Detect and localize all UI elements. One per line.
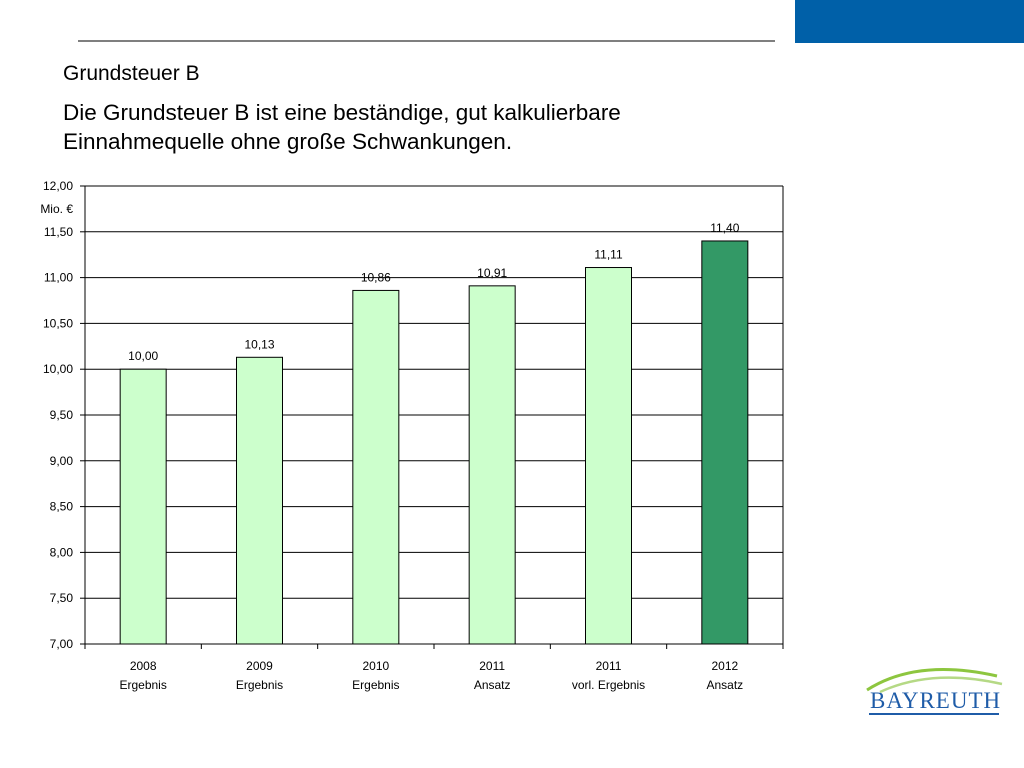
header-divider xyxy=(78,40,775,42)
y-tick-label: 9,00 xyxy=(50,454,74,468)
logo-text: BAYREUTH xyxy=(870,688,1002,713)
x-tick-label-type: Ansatz xyxy=(474,678,511,692)
x-tick-label-type: Ergebnis xyxy=(119,678,166,692)
x-tick-label-year: 2009 xyxy=(246,659,273,673)
slide-subtitle: Die Grundsteuer B ist eine beständige, g… xyxy=(63,100,621,154)
bar xyxy=(585,267,632,645)
x-tick-label-year: 2010 xyxy=(362,659,389,673)
y-tick-label: 11,50 xyxy=(44,225,73,239)
bar xyxy=(701,240,749,645)
data-label: 10,86 xyxy=(361,270,391,284)
data-label: 11,11 xyxy=(594,248,623,262)
x-tick-label-type: vorl. Ergebnis xyxy=(572,678,645,692)
x-tick-label-type: Ergebnis xyxy=(352,678,399,692)
x-tick-label-year: 2008 xyxy=(130,659,157,673)
x-tick-label-type: Ansatz xyxy=(706,678,743,692)
y-tick-label: 10,00 xyxy=(43,362,73,376)
y-tick-label: 7,50 xyxy=(50,591,74,605)
data-label: 10,13 xyxy=(244,337,274,351)
bar xyxy=(468,285,516,645)
data-label: 10,91 xyxy=(477,266,507,280)
y-tick-label: 7,00 xyxy=(50,637,74,651)
y-tick-label: 11,00 xyxy=(44,271,73,285)
x-tick-label-year: 2011 xyxy=(479,659,505,673)
bar xyxy=(352,289,400,645)
logo-hills-icon xyxy=(866,668,1003,694)
y-axis-label: Mio. € xyxy=(40,202,73,216)
data-label: 11,40 xyxy=(710,221,739,235)
y-tick-label: 12,00 xyxy=(43,179,73,193)
x-tick-label-year: 2011 xyxy=(596,659,622,673)
y-tick-label: 10,50 xyxy=(43,316,73,330)
y-tick-label: 9,50 xyxy=(50,408,74,422)
y-tick-label: 8,50 xyxy=(50,500,74,514)
brand-bar xyxy=(795,0,1024,43)
x-tick-label-year: 2012 xyxy=(711,659,738,673)
data-label: 10,00 xyxy=(128,349,158,363)
slide-title: Grundsteuer B xyxy=(63,62,200,85)
logo-underline xyxy=(869,713,999,715)
bayreuth-logo: BAYREUTH xyxy=(862,660,1007,730)
bar xyxy=(119,368,167,645)
bar xyxy=(236,356,283,645)
y-tick-label: 8,00 xyxy=(50,545,74,559)
x-tick-label-type: Ergebnis xyxy=(236,678,283,692)
